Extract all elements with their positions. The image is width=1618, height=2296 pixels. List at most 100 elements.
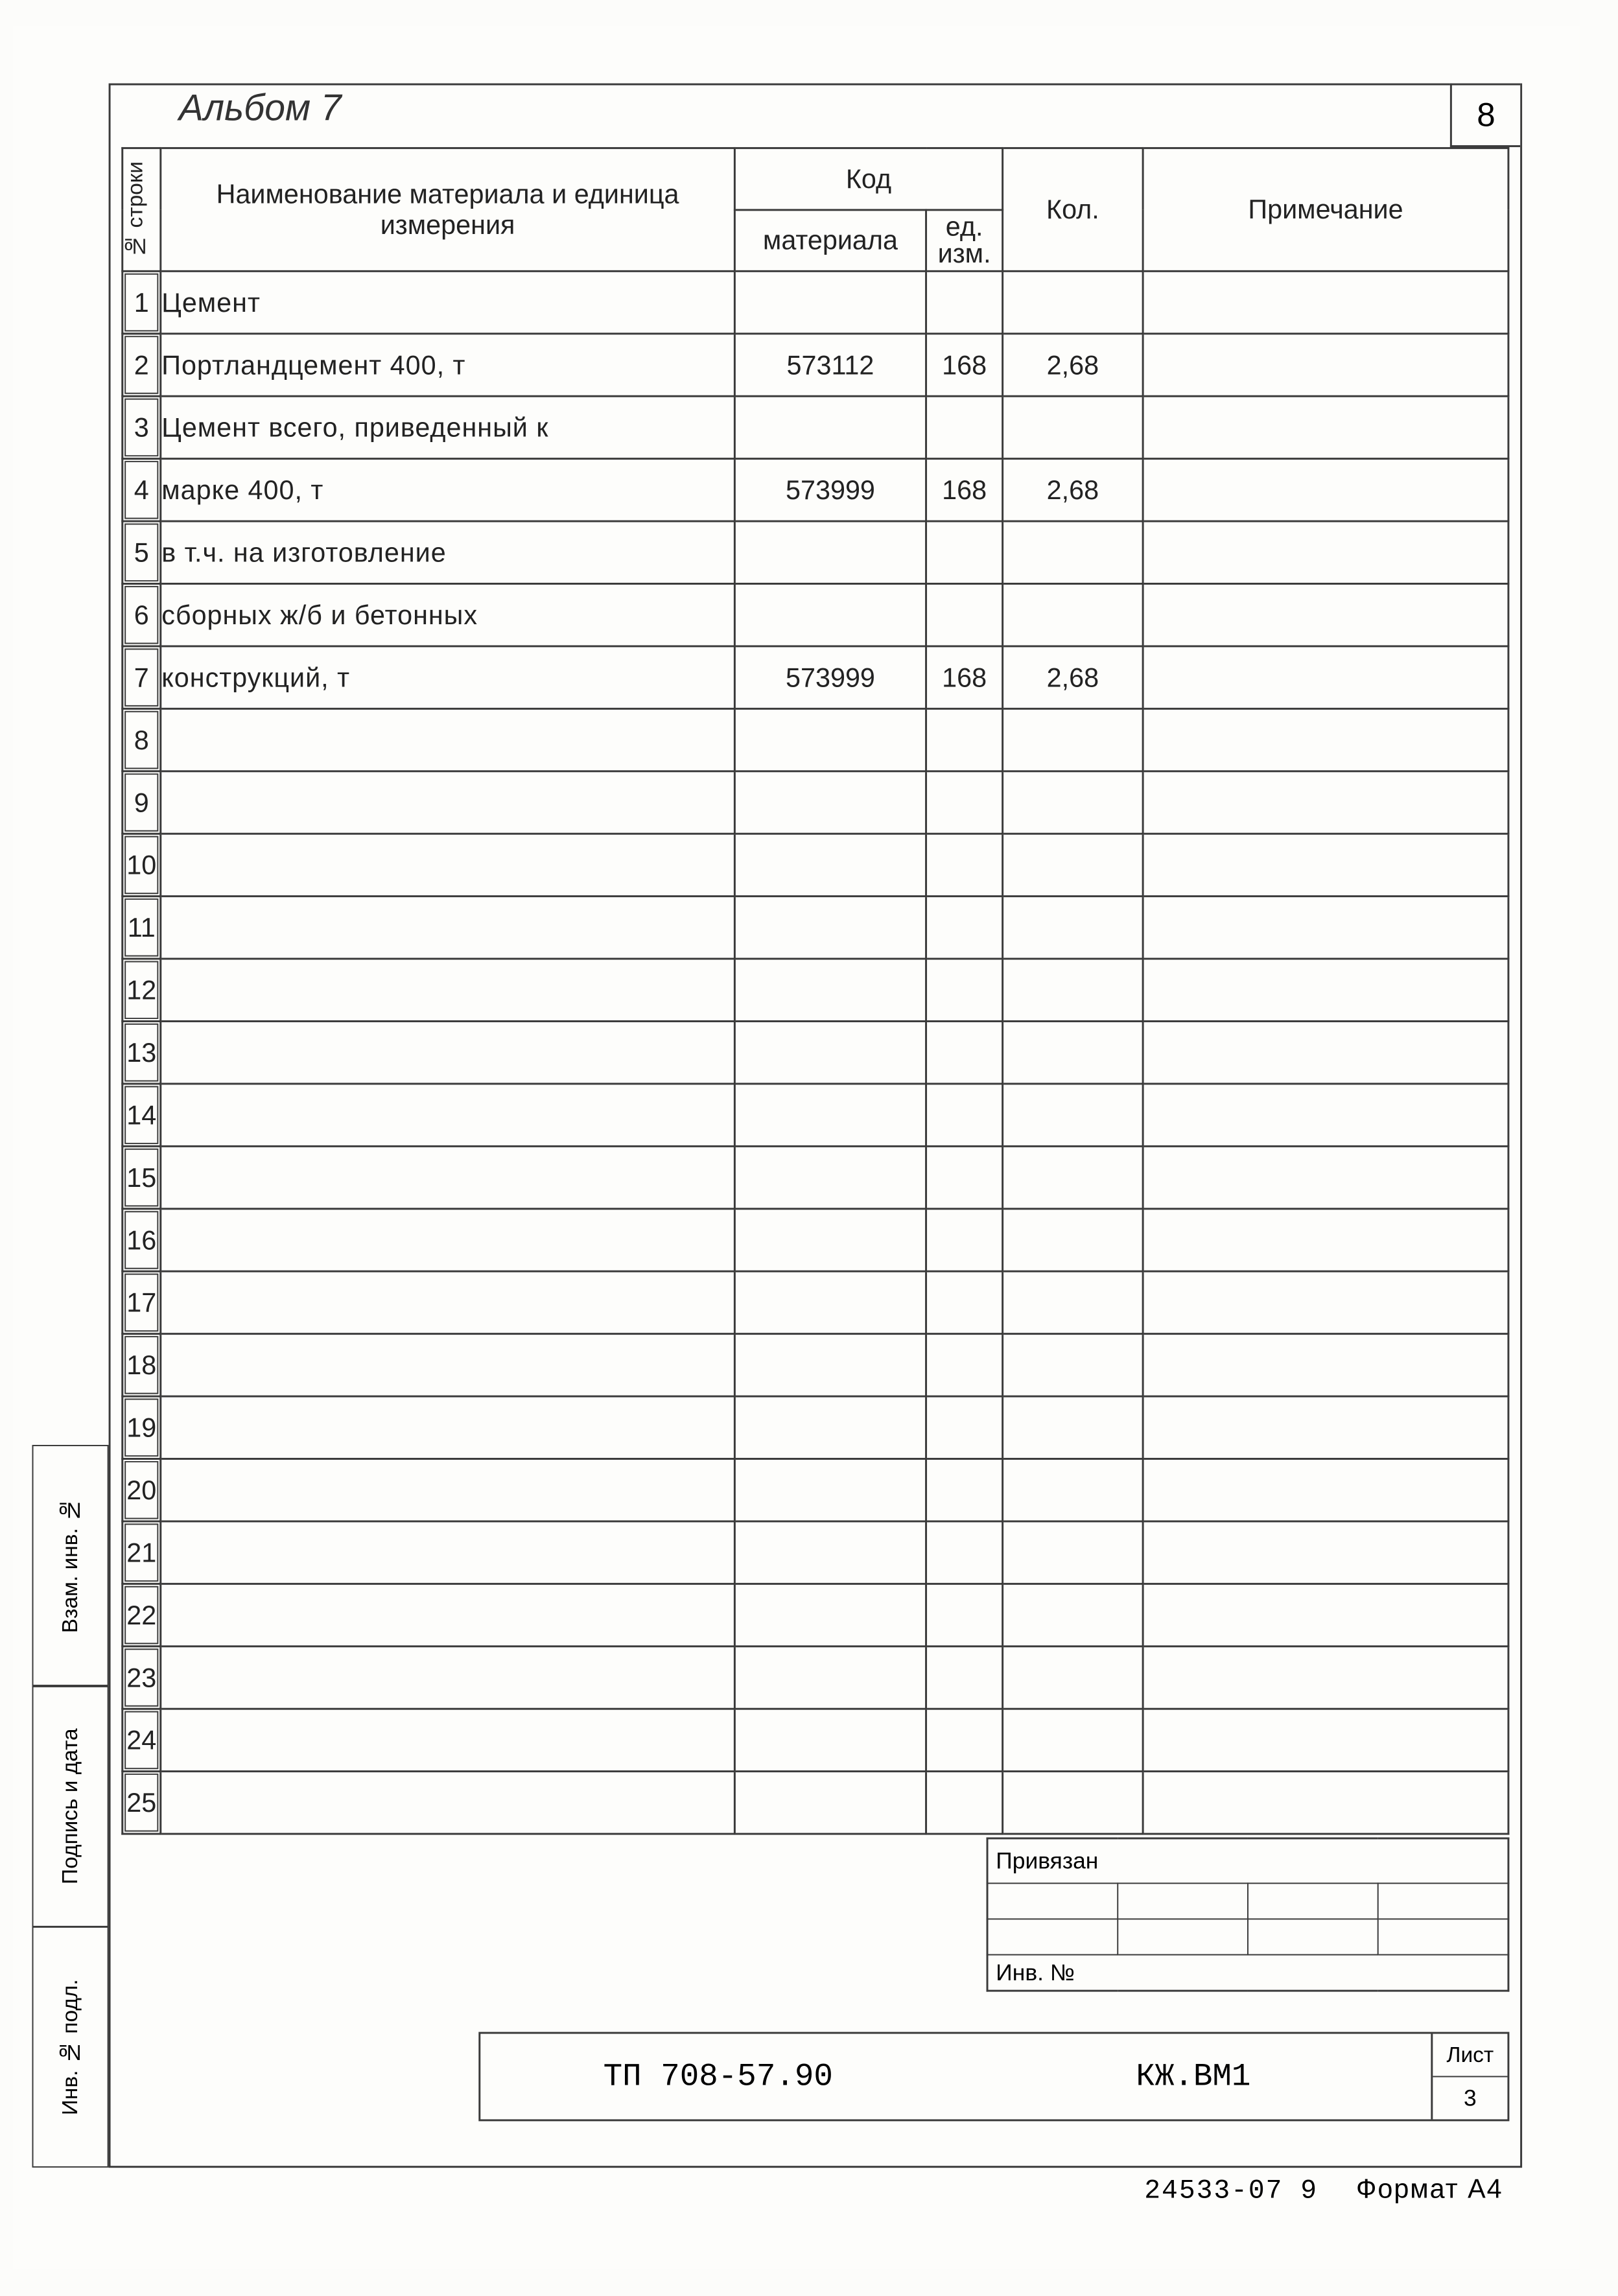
cell-unit	[926, 1458, 1003, 1521]
cell-name	[161, 771, 735, 834]
cell-qty	[1003, 583, 1143, 646]
cell-name	[161, 1521, 735, 1584]
cell-note	[1143, 1271, 1508, 1333]
footer-serial: 24533-07 9	[1144, 2175, 1318, 2206]
cell-name	[161, 1646, 735, 1709]
cell-note	[1143, 459, 1508, 521]
cell-qty	[1003, 1334, 1143, 1396]
cell-rownum: 1	[123, 271, 161, 333]
cell-name	[161, 896, 735, 959]
cell-note	[1143, 1772, 1508, 1834]
cell-code: 573112	[734, 334, 926, 396]
cell-code	[734, 1772, 926, 1834]
cell-unit	[926, 396, 1003, 458]
cell-code: 573999	[734, 459, 926, 521]
cell-qty	[1003, 396, 1143, 458]
cell-code	[734, 1396, 926, 1458]
cell-qty	[1003, 1209, 1143, 1271]
table-row: 10	[123, 834, 1508, 896]
cell-unit	[926, 1146, 1003, 1208]
table-row: 23	[123, 1646, 1508, 1709]
cell-unit	[926, 1772, 1003, 1834]
cell-unit	[926, 1521, 1003, 1584]
cell-note	[1143, 959, 1508, 1021]
cell-note	[1143, 1146, 1508, 1208]
cell-rownum: 7	[123, 646, 161, 709]
cell-note	[1143, 521, 1508, 583]
cell-name	[161, 1772, 735, 1834]
cell-rownum: 9	[123, 771, 161, 834]
cell-note	[1143, 1334, 1508, 1396]
cell-code	[734, 709, 926, 771]
cell-code	[734, 1584, 926, 1646]
cell-note	[1143, 334, 1508, 396]
table-row: 1Цемент	[123, 271, 1508, 333]
cell-rownum: 3	[123, 396, 161, 458]
cell-code	[734, 1334, 926, 1396]
cell-unit	[926, 1209, 1003, 1271]
cell-unit	[926, 1584, 1003, 1646]
cell-name	[161, 1146, 735, 1208]
cell-qty	[1003, 771, 1143, 834]
cell-note	[1143, 1084, 1508, 1146]
cell-code	[734, 583, 926, 646]
cell-qty	[1003, 521, 1143, 583]
table-row: 11	[123, 896, 1508, 959]
table-row: 3Цемент всего, приведенный к	[123, 396, 1508, 458]
cell-note	[1143, 1458, 1508, 1521]
table-row: 6сборных ж/б и бетонных	[123, 583, 1508, 646]
cell-qty: 2,68	[1003, 459, 1143, 521]
table-row: 2Портландцемент 400, т5731121682,68	[123, 334, 1508, 396]
cell-name: Портландцемент 400, т	[161, 334, 735, 396]
cell-note	[1143, 834, 1508, 896]
cell-rownum: 21	[123, 1521, 161, 1584]
cell-name: конструкций, т	[161, 646, 735, 709]
table-row: 19	[123, 1396, 1508, 1458]
cell-qty	[1003, 1584, 1143, 1646]
cell-qty	[1003, 1084, 1143, 1146]
side-label-inv: Инв. № подл.	[32, 1927, 109, 2168]
cell-qty	[1003, 1521, 1143, 1584]
sheet-number: 3	[1433, 2077, 1507, 2119]
side-label-vzam: Взам. инв. №	[32, 1445, 109, 1686]
cell-rownum: 15	[123, 1146, 161, 1208]
cell-rownum: 20	[123, 1458, 161, 1521]
cell-code	[734, 1146, 926, 1208]
cell-code	[734, 896, 926, 959]
cell-name: марке 400, т	[161, 459, 735, 521]
cell-rownum: 4	[123, 459, 161, 521]
table-row: 7конструкций, т5739991682,68	[123, 646, 1508, 709]
cell-rownum: 23	[123, 1646, 161, 1709]
cell-code	[734, 1709, 926, 1771]
cell-unit	[926, 1396, 1003, 1458]
cell-code	[734, 396, 926, 458]
cell-unit	[926, 1271, 1003, 1333]
cell-unit	[926, 521, 1003, 583]
inv-number-label: Инв. №	[987, 1954, 1508, 1991]
table-row: 22	[123, 1584, 1508, 1646]
cell-note	[1143, 771, 1508, 834]
cell-code	[734, 1646, 926, 1709]
header-name: Наименование материала и единица измерен…	[161, 148, 735, 271]
cell-unit: 168	[926, 459, 1003, 521]
cell-unit: 168	[926, 646, 1003, 709]
cell-code	[734, 834, 926, 896]
cell-unit: 168	[926, 334, 1003, 396]
cell-qty	[1003, 1396, 1143, 1458]
cell-qty	[1003, 834, 1143, 896]
cell-code	[734, 1271, 926, 1333]
cell-rownum: 13	[123, 1021, 161, 1083]
cell-note	[1143, 1584, 1508, 1646]
cell-rownum: 22	[123, 1584, 161, 1646]
cell-code	[734, 1521, 926, 1584]
cell-note	[1143, 583, 1508, 646]
cell-name	[161, 1021, 735, 1083]
cell-qty	[1003, 1146, 1143, 1208]
cell-unit	[926, 271, 1003, 333]
cell-code	[734, 1209, 926, 1271]
cell-code	[734, 271, 926, 333]
cell-note	[1143, 1521, 1508, 1584]
cell-unit	[926, 583, 1003, 646]
header-code-unit: ед. изм.	[926, 209, 1003, 271]
table-row: 18	[123, 1334, 1508, 1396]
